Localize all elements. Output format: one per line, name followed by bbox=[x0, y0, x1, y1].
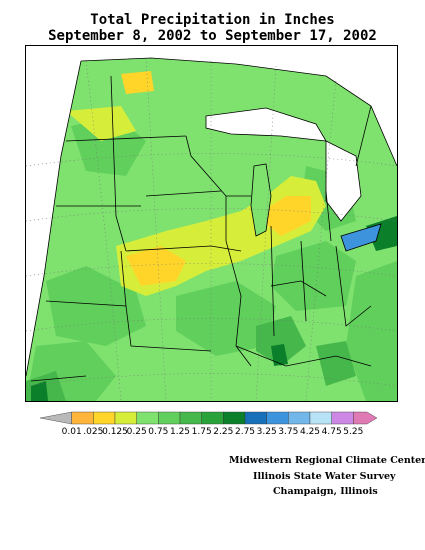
legend-label: 4.75 bbox=[321, 427, 342, 437]
border-ks-mo bbox=[45, 300, 212, 352]
precip-patch-north-dakota bbox=[66, 106, 136, 141]
lake-huron bbox=[326, 141, 361, 221]
legend-label: 0.75 bbox=[148, 427, 169, 437]
legend-swatch bbox=[40, 411, 72, 425]
domain-edge-west bbox=[26, 60, 82, 377]
legend-swatch bbox=[201, 411, 224, 425]
legend-swatch bbox=[223, 411, 246, 425]
credit-line-2: Illinois State Water Survey bbox=[253, 471, 396, 482]
precip-spot-east bbox=[366, 216, 397, 251]
legend-label: 0.25 bbox=[126, 427, 147, 437]
precip-spot-kentucky bbox=[271, 344, 288, 366]
border-oh-east bbox=[335, 245, 372, 327]
grid-long-line bbox=[305, 80, 337, 401]
lake-michigan bbox=[251, 164, 271, 236]
legend-swatch bbox=[353, 411, 378, 425]
border-wi bbox=[185, 135, 251, 197]
credit-line-1: Midwestern Regional Climate Center bbox=[229, 455, 425, 466]
legend-swatch bbox=[309, 411, 332, 425]
legend-swatch bbox=[136, 411, 159, 425]
legend-label: 0.125 bbox=[102, 427, 128, 437]
legend-label: 2.25 bbox=[213, 427, 234, 437]
border-il-in bbox=[270, 225, 275, 337]
legend-label: 1.75 bbox=[191, 427, 212, 437]
legend-swatch bbox=[179, 411, 202, 425]
lake-erie bbox=[341, 224, 381, 251]
border-il-west bbox=[225, 196, 252, 367]
grid-long-line bbox=[85, 60, 122, 401]
border-mn-west bbox=[110, 75, 127, 252]
border-iowa-south bbox=[125, 245, 242, 252]
border-nd-sd bbox=[65, 135, 187, 142]
precipitation-map bbox=[25, 45, 398, 402]
grid-long-line bbox=[145, 57, 167, 401]
border-mo-west bbox=[120, 250, 127, 307]
legend-label: 0.01 bbox=[61, 427, 82, 437]
legend-swatch bbox=[158, 411, 181, 425]
map-title: Total Precipitation in Inches bbox=[90, 12, 335, 28]
border-ky-south bbox=[235, 345, 372, 367]
border-canada bbox=[355, 105, 372, 167]
lake-huron-outline bbox=[325, 140, 362, 222]
lake-superior-outline bbox=[205, 107, 327, 142]
legend-label: 1.25 bbox=[169, 427, 191, 437]
precip-patch-kentucky bbox=[256, 316, 306, 366]
lake-superior bbox=[206, 108, 326, 141]
border-mn-iowa bbox=[145, 190, 222, 197]
border-in-oh bbox=[300, 240, 307, 322]
legend-swatch bbox=[244, 411, 267, 425]
border-in-ky bbox=[270, 280, 327, 297]
precip-patch-east bbox=[346, 261, 397, 401]
legend-swatch bbox=[288, 411, 311, 425]
legend-label: 4.25 bbox=[299, 427, 321, 437]
lake-michigan-outline bbox=[250, 163, 272, 237]
legend-swatch bbox=[93, 411, 116, 425]
legend-label: .025 bbox=[83, 427, 104, 437]
lake-erie-outline bbox=[340, 223, 382, 252]
credit-line-3: Champaign, Illinois bbox=[273, 486, 378, 497]
precip-field bbox=[26, 58, 397, 401]
legend-swatch bbox=[331, 411, 354, 425]
map-date-range: September 8, 2002 to September 17, 2002 bbox=[48, 28, 377, 44]
legend-label: 3.25 bbox=[256, 427, 277, 437]
state-boundaries bbox=[26, 57, 397, 382]
legend-swatch bbox=[266, 411, 289, 425]
legend-label: 2.75 bbox=[234, 427, 256, 437]
legend-label: 3.75 bbox=[278, 427, 299, 437]
precip-patch-east-kentucky bbox=[316, 341, 356, 386]
precip-spot-sw bbox=[31, 381, 48, 401]
precip-core-michigan bbox=[256, 196, 311, 236]
map-canvas bbox=[26, 57, 397, 401]
legend-label: 5.25 bbox=[343, 427, 364, 437]
domain-edge-north bbox=[80, 57, 397, 167]
border-mi-south bbox=[325, 190, 332, 242]
border-ok bbox=[30, 375, 87, 382]
great-lakes-outlines bbox=[205, 107, 382, 252]
precipitation-legend bbox=[40, 411, 378, 425]
precip-patch-ohio bbox=[271, 241, 356, 311]
legend-swatch bbox=[71, 411, 94, 425]
precip-core-iowa bbox=[126, 246, 186, 286]
legend-swatch bbox=[114, 411, 137, 425]
precip-core-north bbox=[121, 71, 154, 94]
